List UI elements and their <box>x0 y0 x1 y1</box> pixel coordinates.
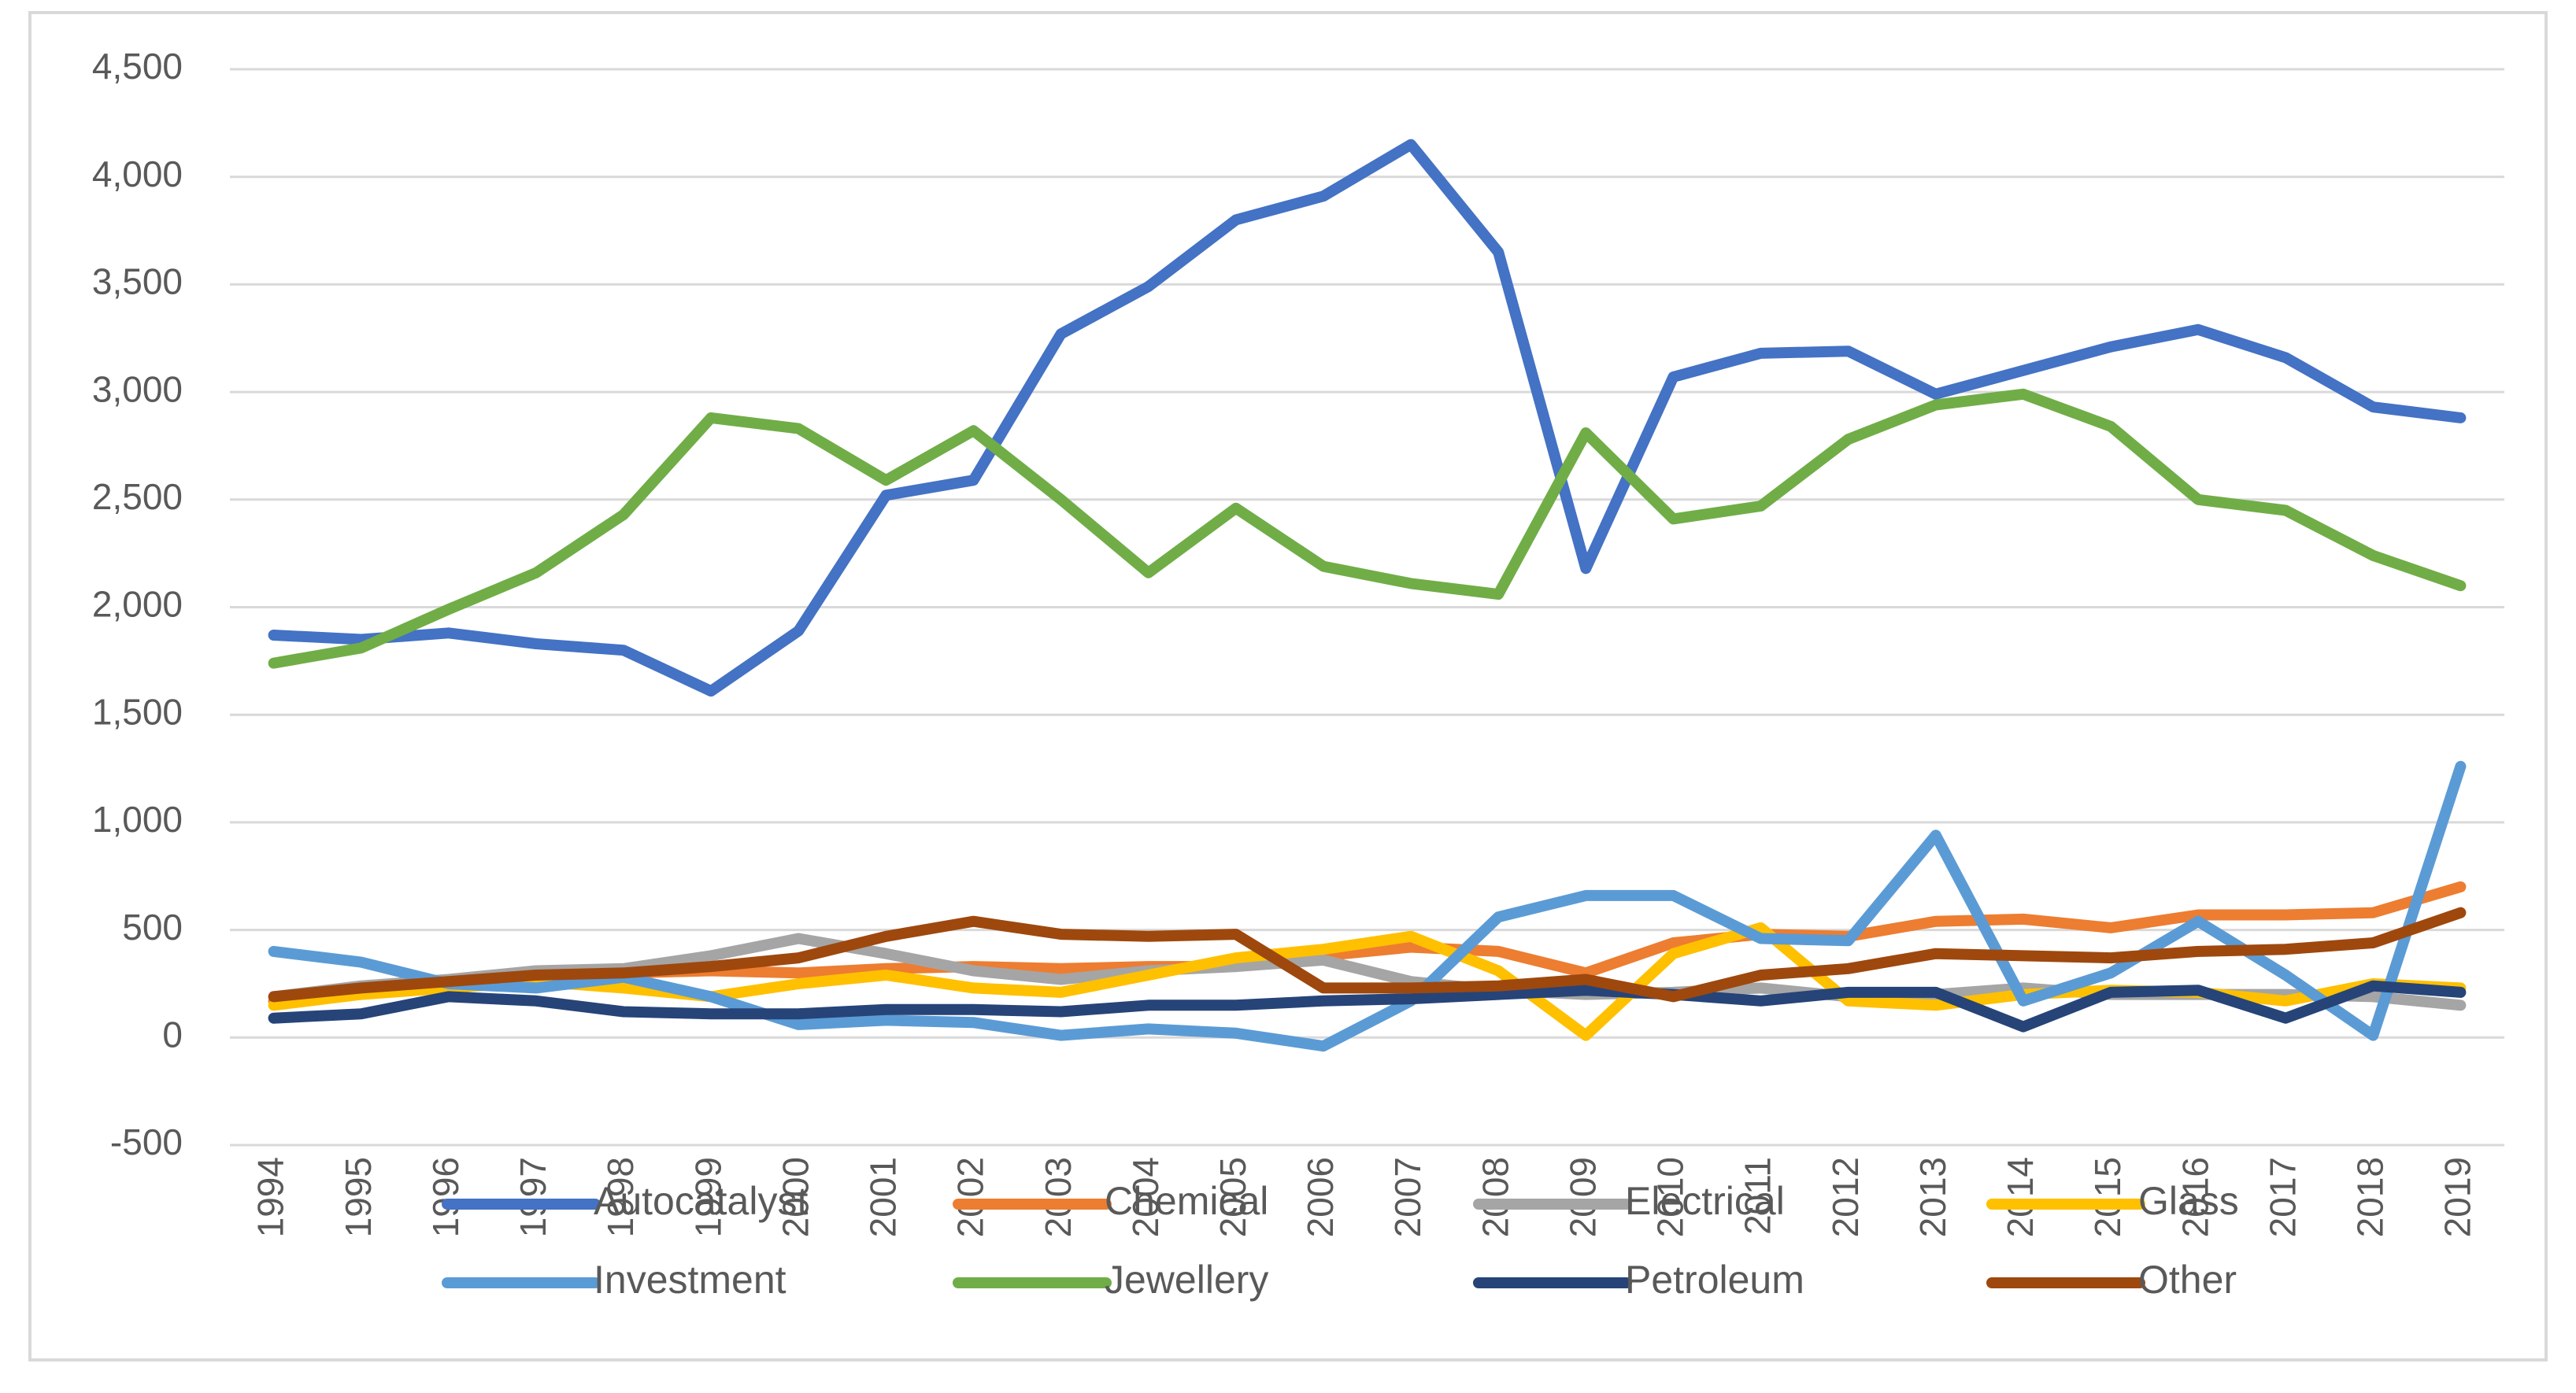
x-tick-label: 2012 <box>1825 1157 1866 1237</box>
x-tick-label: 2005 <box>1212 1157 1253 1237</box>
y-tick-label: 3,000 <box>92 368 183 409</box>
x-tick-label: 2018 <box>2349 1157 2390 1237</box>
legend-label: Autocatalyst <box>594 1179 808 1223</box>
y-tick-label: 2,000 <box>92 584 183 625</box>
legend-label: Chemical <box>1105 1179 1268 1223</box>
x-tick-label: 1999 <box>687 1157 728 1237</box>
y-tick-label: 0 <box>162 1014 183 1055</box>
series-line <box>268 907 2467 1003</box>
x-tick-label: 2000 <box>775 1157 816 1237</box>
y-tick-label: 3,500 <box>92 261 183 302</box>
x-tick-label: 2003 <box>1038 1157 1079 1237</box>
x-tick-label: 1995 <box>338 1157 379 1237</box>
x-tick-label: 2011 <box>1738 1157 1778 1235</box>
x-tick-label: 2006 <box>1300 1157 1341 1237</box>
x-tick-label: 2017 <box>2262 1157 2303 1237</box>
x-tick-label: 2002 <box>950 1157 991 1237</box>
legend: Autocatalyst Chemical Electrical Glass Inves… <box>442 1179 2239 1302</box>
series-line <box>268 760 2467 1052</box>
x-tick-label: 1998 <box>600 1157 641 1237</box>
y-tick-label: 1,000 <box>92 799 183 840</box>
x-tick-label: 2013 <box>1912 1157 1953 1237</box>
legend-label: Electrical <box>1625 1179 1785 1223</box>
legend-label: Investment <box>594 1258 786 1302</box>
x-tick-label: 2004 <box>1125 1157 1166 1237</box>
y-tick-label: 2,500 <box>92 476 183 517</box>
grid: -500 0 500 1,000 1,500 2,000 2,500 3,000 3,500 4,… <box>92 46 2504 1237</box>
y-tick-label: 1,500 <box>92 691 183 732</box>
series-line <box>268 922 2467 1041</box>
x-tick-label: 2010 <box>1650 1157 1691 1237</box>
series-line <box>268 980 2467 1033</box>
plot <box>268 139 2467 1052</box>
y-tick-label: 500 <box>122 907 183 948</box>
legend-label: Petroleum <box>1625 1258 1804 1302</box>
y-tick-label: 4,500 <box>92 46 183 87</box>
y-tick-label: 4,000 <box>92 153 183 194</box>
x-tick-label: 2007 <box>1387 1157 1428 1237</box>
x-tick-label: 2016 <box>2174 1157 2215 1237</box>
x-tick-label: 2008 <box>1475 1157 1516 1237</box>
x-tick-label: 1994 <box>250 1157 291 1237</box>
series-line <box>268 139 2467 697</box>
legend-label: Other <box>2138 1258 2237 1302</box>
legend-label: Jewellery <box>1105 1258 1268 1302</box>
legend-label: Glass <box>2138 1179 2239 1223</box>
x-tick-label: 2015 <box>2087 1157 2128 1237</box>
y-tick-label: -500 <box>110 1121 183 1162</box>
x-tick-label: 1997 <box>513 1157 553 1237</box>
series-line <box>268 388 2467 669</box>
x-tick-label: 2014 <box>2000 1157 2041 1237</box>
x-tick-label: 2009 <box>1562 1157 1603 1237</box>
chart-border <box>28 11 2548 1362</box>
x-tick-label: 2001 <box>863 1157 904 1237</box>
x-tick-label: 1996 <box>425 1157 466 1237</box>
x-tick-label: 2019 <box>2437 1157 2478 1237</box>
